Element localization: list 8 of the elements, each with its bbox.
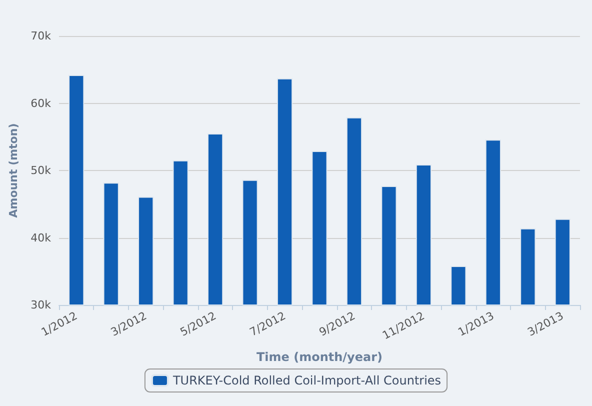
- y-tick-label: 40k: [30, 231, 52, 244]
- y-tick-label: 50k: [30, 164, 52, 177]
- y-tick-label: 70k: [30, 30, 52, 42]
- x-axis-title: Time (month/year): [256, 350, 383, 364]
- legend-label: TURKEY-Cold Rolled Coil-Import-All Countries: [172, 374, 442, 388]
- y-tick-label: 30k: [30, 298, 52, 312]
- y-tick-label: 60k: [30, 96, 52, 110]
- y-axis-title: Amount (mton): [7, 123, 20, 218]
